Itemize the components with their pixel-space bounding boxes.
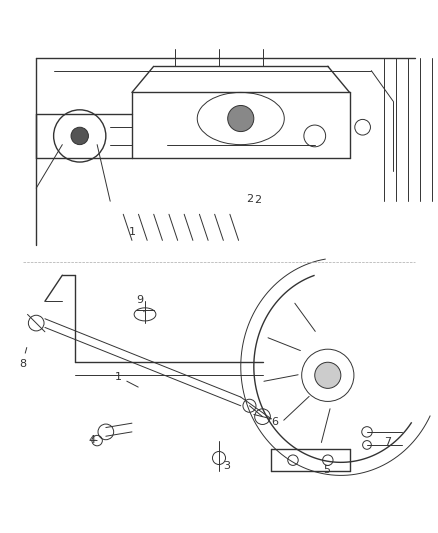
Circle shape	[228, 106, 254, 132]
Text: 4: 4	[88, 435, 97, 445]
Text: 2: 2	[254, 196, 261, 205]
Text: 7: 7	[385, 437, 392, 447]
Text: 5: 5	[323, 465, 330, 475]
Text: 2: 2	[246, 194, 253, 204]
Text: 1: 1	[128, 227, 135, 237]
Text: 9: 9	[136, 295, 144, 312]
Text: 8: 8	[19, 348, 27, 369]
Text: 3: 3	[223, 461, 230, 471]
Text: 6: 6	[271, 417, 278, 427]
Circle shape	[315, 362, 341, 389]
Text: 1: 1	[115, 372, 138, 387]
Circle shape	[71, 127, 88, 144]
